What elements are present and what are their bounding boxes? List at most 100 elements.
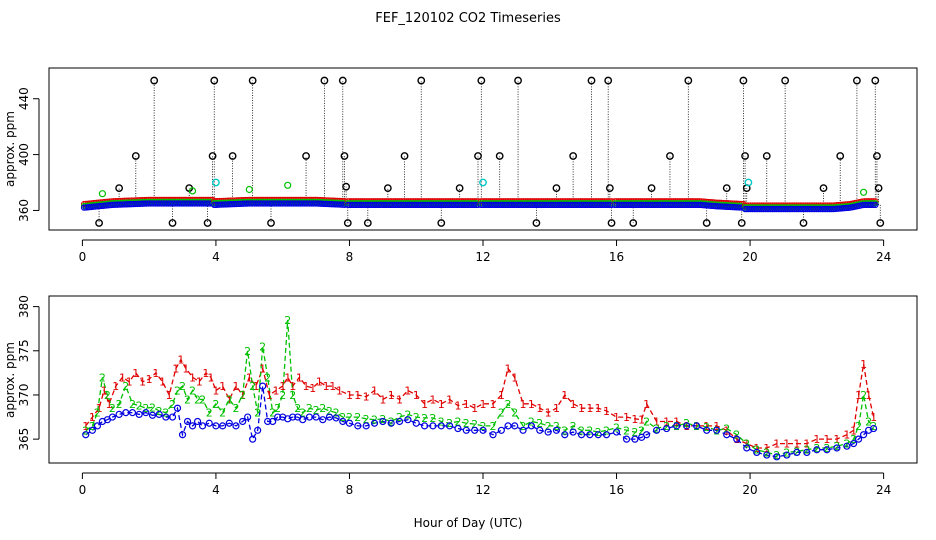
series-1-marker: 1 <box>246 371 253 384</box>
series-1-marker: 1 <box>803 438 810 451</box>
series-3-point <box>93 422 102 430</box>
flag-point <box>744 178 753 187</box>
series-3-point <box>305 413 313 421</box>
series-3-point <box>188 422 197 430</box>
top-x-tick-label: 4 <box>212 250 220 264</box>
top-panel: 0 4 8 12 16 20 24 360 400 440 approx. ppm <box>3 67 918 264</box>
flag-point <box>479 178 487 187</box>
series-1-marker: 1 <box>793 438 800 451</box>
top-x-tick-label: 24 <box>876 250 891 264</box>
series-1-marker: 1 <box>471 402 478 415</box>
series-3-point <box>843 442 851 450</box>
series-2-marker: 2 <box>264 371 271 384</box>
series-3-point <box>198 422 207 430</box>
series-3-point <box>454 424 462 433</box>
series-2-line <box>85 319 875 456</box>
series-3-point <box>854 435 863 443</box>
series-1-marker: 1 <box>528 398 535 411</box>
top-x-tick-label: 16 <box>609 250 624 264</box>
raw-spike-point <box>150 76 159 85</box>
series-3-point <box>823 446 831 454</box>
series-1-marker: 1 <box>101 385 108 398</box>
series-3-point <box>370 419 379 427</box>
series-1-marker: 1 <box>189 371 196 384</box>
raw-spike-point <box>604 76 613 85</box>
series-3-point <box>536 426 544 434</box>
series-3-point <box>602 431 611 439</box>
series-3-point <box>527 422 536 430</box>
series-2-marker: 2 <box>142 402 149 415</box>
series-1-marker: 1 <box>106 398 113 411</box>
series-3-point <box>354 422 362 430</box>
series-3-point <box>446 422 454 430</box>
series-2-marker: 2 <box>162 407 169 420</box>
series-1-marker: 1 <box>146 373 153 386</box>
series-2-marker: 2 <box>643 415 650 428</box>
series-2-marker: 2 <box>179 380 186 393</box>
series-2-marker: 2 <box>82 424 89 437</box>
series-2-marker: 2 <box>498 407 505 420</box>
series-3-point <box>155 410 163 419</box>
series-2-marker: 2 <box>833 440 840 453</box>
series-3-point <box>339 417 347 426</box>
raw-spike-point <box>532 219 541 227</box>
series-3-point <box>462 426 470 434</box>
raw-spike-point <box>871 76 880 85</box>
series-3-point <box>763 451 771 459</box>
bottom-x-tick-label: 12 <box>475 483 490 497</box>
raw-spike-point <box>741 152 749 160</box>
series-1-marker: 1 <box>865 389 872 402</box>
series-1-marker: 1 <box>202 367 209 380</box>
series-3-point <box>274 413 282 421</box>
series-3-point <box>404 416 412 424</box>
series-2-marker: 2 <box>813 442 820 455</box>
series-2-marker: 2 <box>693 420 700 433</box>
series-2-marker: 2 <box>274 402 281 415</box>
series-3-point <box>773 453 781 461</box>
raw-spike-point <box>267 219 275 227</box>
series-2-marker: 2 <box>733 429 740 442</box>
series-1-marker: 1 <box>413 389 420 402</box>
series-3-point <box>683 422 691 430</box>
series-2-marker: 2 <box>354 411 361 424</box>
raw-spike-point <box>702 219 711 227</box>
series-3-point <box>673 422 681 430</box>
series-3-point <box>504 422 512 430</box>
raw-spike-point <box>781 76 790 85</box>
series-1-marker: 1 <box>813 433 820 446</box>
series-2-marker: 2 <box>823 442 830 455</box>
series-1-marker: 1 <box>570 398 577 411</box>
raw-spike-point <box>228 152 237 160</box>
series-3-point <box>552 426 561 434</box>
series-2-marker: 2 <box>490 420 497 433</box>
series-3-point <box>135 410 143 419</box>
series-1-marker: 1 <box>346 389 353 402</box>
series-3-point <box>232 422 240 430</box>
series-3-point <box>869 424 878 433</box>
raw-spike-point <box>302 152 310 160</box>
series-1-marker: 1 <box>536 402 543 415</box>
series-2-marker: 2 <box>570 420 577 433</box>
level2-bump-point <box>245 185 253 194</box>
top-x-tick-label: 12 <box>475 250 490 264</box>
series-1-marker: 1 <box>132 367 139 380</box>
series-1-marker: 1 <box>212 385 219 398</box>
top-x-tick-label: 20 <box>742 250 757 264</box>
raw-spike-point <box>95 219 103 227</box>
series-1-marker: 1 <box>578 402 585 415</box>
series-1-marker: 1 <box>284 371 291 384</box>
series-3-point <box>115 410 123 419</box>
chart-title: FEF_120102 CO2 Timeseries <box>375 11 561 26</box>
series-2-marker: 2 <box>763 446 770 459</box>
series-2-marker: 2 <box>333 407 340 420</box>
series-2-marker: 2 <box>254 407 261 420</box>
series-2-marker: 2 <box>279 389 286 402</box>
series-1-marker: 1 <box>182 362 189 375</box>
series-3-point <box>168 413 177 421</box>
series-3-point <box>783 451 791 459</box>
series-3-point <box>212 422 220 430</box>
series-2-marker: 2 <box>104 389 111 402</box>
series-1-marker: 1 <box>520 398 527 411</box>
top-y-axis-label: approx. ppm <box>3 111 17 187</box>
series-1-marker: 1 <box>673 415 680 428</box>
